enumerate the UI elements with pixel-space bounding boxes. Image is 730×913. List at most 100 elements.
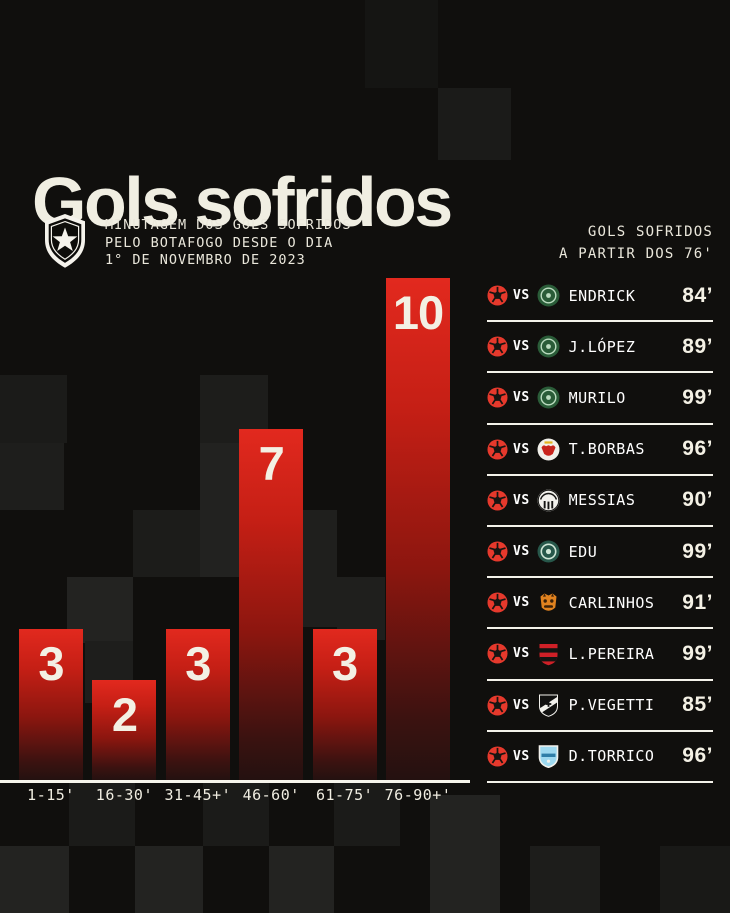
axis-label: 46-60' (242, 786, 300, 804)
bar-61-75': 3 (312, 629, 377, 780)
bg-tile (203, 783, 269, 846)
vs-label: VS (513, 339, 530, 355)
player-name: MURILO (568, 388, 626, 407)
goal-minute: 84’ (682, 283, 713, 307)
goal-minute: 96’ (682, 744, 713, 768)
botafogo-ball-icon (487, 387, 508, 408)
bg-tile (200, 443, 240, 577)
goals-list: VS ENDRICK 84’ VS J.LÓPEZ 89’ VS MURILO 99’ VS… (487, 271, 713, 783)
bolivar-logo (537, 744, 560, 769)
botafogo-ball-icon (487, 336, 508, 357)
axis-label: 31-45+' (164, 786, 232, 804)
goal-row: VS MESSIAS 90’ (487, 476, 713, 527)
chart-subtitle: MINUTAGEM DOS GOLS SOFRIDOS PELO BOTAFOG… (105, 217, 351, 270)
nova-iguacu-logo (537, 591, 560, 615)
goal-row: VS EDU 99’ (487, 527, 713, 579)
vs-label: VS (513, 390, 530, 406)
palmeiras-logo (537, 335, 560, 359)
bar-1-15': 3 (19, 629, 83, 780)
subtitle-line: PELO BOTAFOGO DESDE O DIA (105, 234, 334, 251)
bar-value-label: 3 (38, 637, 64, 690)
bar-value-label: 3 (332, 637, 358, 690)
palmeiras-logo (537, 284, 560, 308)
bg-tile (69, 783, 135, 846)
flamengo-logo (537, 642, 560, 666)
goal-minute: 99’ (682, 539, 713, 563)
player-name: ENDRICK (568, 286, 636, 305)
botafogo-ball-icon (487, 541, 508, 562)
bg-tile (438, 88, 511, 160)
bg-tile (0, 443, 64, 510)
goal-minute: 90’ (682, 488, 713, 512)
botafogo-ball-icon (487, 695, 508, 716)
bg-tile (303, 510, 337, 627)
goal-row: VS J.LÓPEZ 89’ (487, 322, 713, 374)
palmeiras-logo (537, 386, 560, 410)
bg-tile (0, 846, 69, 913)
bg-tile (530, 846, 600, 913)
vs-label: VS (513, 646, 530, 662)
botafogo-ball-icon (487, 746, 508, 767)
vs-label: VS (513, 441, 530, 457)
goal-row: VS L.PEREIRA 99’ (487, 629, 713, 681)
goal-row: VS P.VEGETTI 85’ (487, 681, 713, 732)
bar-16-30': 2 (92, 680, 157, 780)
vs-label: VS (513, 492, 530, 508)
vs-label: VS (513, 288, 530, 304)
bar-value-label: 2 (111, 688, 138, 741)
coritiba-logo (537, 540, 560, 564)
bg-tile (133, 510, 200, 577)
subtitle-line: MINUTAGEM DOS GOLS SOFRIDOS (105, 217, 352, 233)
player-name: L.PEREIRA (568, 644, 655, 663)
vs-label: VS (513, 748, 530, 764)
bar-46-60': 7 (239, 429, 304, 780)
panel-header-line: GOLS SOFRIDOS (587, 224, 713, 240)
bar-value-label: 3 (185, 637, 211, 690)
goal-row: VS CARLINHOS 91’ (487, 578, 713, 630)
bar-value-label: 10 (392, 286, 444, 339)
player-name: EDU (568, 542, 598, 561)
botafogo-ball-icon (487, 490, 508, 511)
bar-chart: 3 1-15' 2 16-30' 3 31-45+' 7 46-60' 3 61-75' 10 76-… (19, 278, 452, 804)
panel-header: GOLS SOFRIDOS A PARTIR DOS 76' (559, 221, 713, 265)
panel-header-line: A PARTIR DOS 76' (558, 246, 713, 262)
axis-label: 1-15' (27, 786, 75, 804)
goal-row: VS ENDRICK 84’ (487, 271, 713, 323)
bg-tile (135, 846, 203, 913)
goal-minute: 85’ (682, 693, 713, 717)
goal-row: VS MURILO 99’ (487, 373, 713, 425)
axis-label: 16-30' (95, 786, 153, 804)
botafogo-ball-icon (487, 592, 508, 613)
botafogo-ball-icon (487, 439, 508, 460)
bar-31-45+': 3 (165, 629, 230, 780)
bragantino-logo (537, 437, 560, 461)
botafogo-ball-icon (487, 285, 508, 306)
vs-label: VS (513, 697, 530, 713)
player-name: P.VEGETTI (568, 696, 655, 715)
page-title: Gols sofridos (32, 162, 453, 241)
goal-minute: 91’ (682, 590, 713, 614)
goal-minute: 99’ (682, 385, 713, 409)
bg-tile (660, 846, 730, 913)
bg-tile (0, 375, 67, 443)
player-name: CARLINHOS (568, 593, 655, 612)
subtitle-line: 1° DE NOVEMBRO DE 2023 (105, 252, 306, 268)
bar-76-90+': 10 (386, 278, 450, 780)
vs-label: VS (513, 595, 530, 611)
goal-minute: 99’ (682, 641, 713, 665)
axis-label: 76-90+' (384, 786, 452, 804)
goal-minute: 96’ (682, 437, 713, 461)
vasco-logo (537, 693, 560, 717)
chart-baseline (0, 780, 470, 783)
goal-row: VS T.BORBAS 96’ (487, 425, 713, 476)
player-name: MESSIAS (568, 491, 636, 510)
bar-value-label: 7 (258, 437, 285, 490)
vs-label: VS (513, 544, 530, 560)
botafogo-ball-icon (487, 643, 508, 664)
player-name: D.TORRICO (568, 747, 655, 766)
bg-tile (430, 795, 500, 913)
player-name: T.BORBAS (568, 440, 645, 459)
axis-label: 61-75' (316, 786, 374, 804)
bg-tile (334, 783, 400, 846)
botafogo-crest-icon (45, 214, 85, 268)
